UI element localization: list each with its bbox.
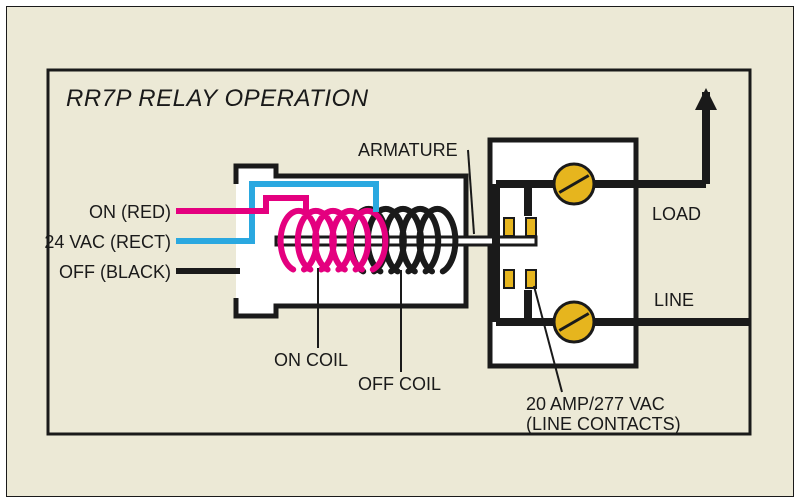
label-on_red: ON (RED) [89, 202, 171, 222]
label-on-coil: ON COIL [274, 350, 348, 370]
label-line-contacts-1: 20 AMP/277 VAC [526, 394, 665, 414]
label-off-coil: OFF COIL [358, 374, 441, 394]
label-off_black: OFF (BLACK) [59, 262, 171, 282]
label-armature: ARMATURE [358, 140, 458, 160]
diagram-title: RR7P RELAY OPERATION [66, 85, 369, 112]
page-outer: RR7P RELAY OPERATION ON (RED) 24 VAC (RECT… [0, 0, 800, 503]
label-line-contacts-2: (LINE CONTACTS) [526, 414, 681, 434]
diagram-panel: RR7P RELAY OPERATION ON (RED) 24 VAC (RECT… [6, 6, 794, 497]
label-load: LOAD [652, 204, 701, 224]
relay-diagram-svg: RR7P RELAY OPERATION ON (RED) 24 VAC (RECT… [6, 6, 794, 497]
label-line: LINE [654, 290, 694, 310]
label-vac24: 24 VAC (RECT) [44, 232, 171, 252]
